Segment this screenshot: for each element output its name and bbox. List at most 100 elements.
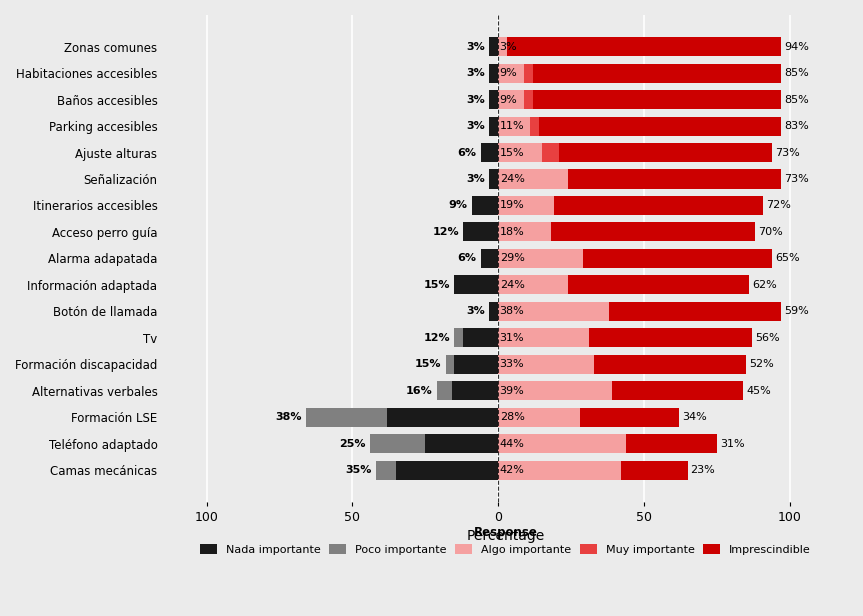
- Bar: [498, 169, 568, 188]
- Text: 85%: 85%: [784, 68, 809, 78]
- Bar: [463, 222, 498, 241]
- Text: 31%: 31%: [720, 439, 745, 448]
- Text: 70%: 70%: [758, 227, 783, 237]
- Text: 33%: 33%: [500, 359, 524, 369]
- Bar: [498, 196, 553, 215]
- Text: 16%: 16%: [406, 386, 432, 395]
- Bar: [620, 461, 688, 480]
- Bar: [489, 90, 498, 109]
- Text: 73%: 73%: [775, 147, 800, 158]
- Bar: [489, 63, 498, 83]
- Bar: [498, 37, 507, 56]
- Bar: [463, 222, 498, 241]
- Bar: [498, 90, 525, 109]
- Bar: [498, 90, 525, 109]
- Bar: [489, 37, 498, 56]
- Bar: [498, 196, 553, 215]
- Bar: [498, 355, 595, 374]
- Bar: [498, 381, 612, 400]
- Bar: [489, 116, 498, 136]
- Bar: [498, 355, 595, 374]
- Text: 15%: 15%: [500, 147, 524, 158]
- Text: 25%: 25%: [339, 439, 366, 448]
- Bar: [498, 37, 507, 56]
- Bar: [533, 90, 781, 109]
- Bar: [498, 434, 627, 453]
- Bar: [498, 196, 553, 215]
- Text: 3%: 3%: [500, 42, 517, 52]
- Bar: [455, 328, 498, 347]
- Bar: [498, 116, 530, 136]
- Bar: [498, 328, 589, 347]
- Bar: [472, 196, 498, 215]
- Bar: [498, 249, 583, 268]
- Bar: [498, 63, 525, 83]
- Bar: [551, 222, 755, 241]
- Text: 9%: 9%: [500, 95, 518, 105]
- Bar: [498, 408, 580, 427]
- Text: 44%: 44%: [500, 439, 525, 448]
- Bar: [489, 116, 498, 136]
- Bar: [507, 37, 781, 56]
- Text: 3%: 3%: [466, 121, 485, 131]
- Bar: [498, 249, 583, 268]
- Text: 19%: 19%: [500, 200, 525, 211]
- Text: 39%: 39%: [500, 386, 525, 395]
- Text: 18%: 18%: [500, 227, 525, 237]
- Bar: [489, 90, 498, 109]
- Text: 6%: 6%: [457, 147, 476, 158]
- Bar: [498, 408, 580, 427]
- Bar: [498, 302, 609, 321]
- Bar: [425, 434, 498, 453]
- Bar: [498, 328, 589, 347]
- X-axis label: Percentage: Percentage: [466, 529, 545, 543]
- Text: 59%: 59%: [784, 306, 809, 317]
- Text: 94%: 94%: [784, 42, 809, 52]
- Bar: [595, 355, 746, 374]
- Bar: [612, 381, 743, 400]
- Bar: [498, 37, 507, 56]
- Text: 31%: 31%: [500, 333, 524, 342]
- Bar: [455, 355, 498, 374]
- Text: 38%: 38%: [275, 412, 301, 422]
- Bar: [498, 249, 583, 268]
- Bar: [568, 275, 749, 294]
- Bar: [498, 169, 568, 188]
- Text: 56%: 56%: [755, 333, 779, 342]
- Bar: [489, 302, 498, 321]
- Bar: [498, 381, 612, 400]
- Text: 15%: 15%: [424, 280, 450, 290]
- Text: 85%: 85%: [784, 95, 809, 105]
- Bar: [498, 143, 542, 162]
- Text: 35%: 35%: [345, 465, 371, 475]
- Bar: [498, 222, 551, 241]
- Bar: [445, 355, 498, 374]
- Text: 12%: 12%: [424, 333, 450, 342]
- Text: 52%: 52%: [749, 359, 773, 369]
- Bar: [580, 408, 679, 427]
- Bar: [498, 275, 568, 294]
- Bar: [455, 275, 498, 294]
- Bar: [539, 116, 781, 136]
- Bar: [498, 302, 609, 321]
- Bar: [437, 381, 498, 400]
- Bar: [489, 37, 498, 56]
- Text: 73%: 73%: [784, 174, 809, 184]
- Bar: [481, 249, 498, 268]
- Bar: [498, 63, 525, 83]
- Text: 24%: 24%: [500, 174, 525, 184]
- Bar: [533, 63, 781, 83]
- Bar: [498, 222, 551, 241]
- Bar: [498, 381, 612, 400]
- Text: 83%: 83%: [784, 121, 809, 131]
- Text: 11%: 11%: [500, 121, 524, 131]
- Bar: [609, 302, 781, 321]
- Text: 15%: 15%: [415, 359, 441, 369]
- Bar: [498, 116, 539, 136]
- Bar: [498, 328, 589, 347]
- Text: 3%: 3%: [466, 42, 485, 52]
- Text: 9%: 9%: [500, 68, 518, 78]
- Bar: [481, 249, 498, 268]
- Text: 72%: 72%: [766, 200, 791, 211]
- Text: 6%: 6%: [457, 253, 476, 264]
